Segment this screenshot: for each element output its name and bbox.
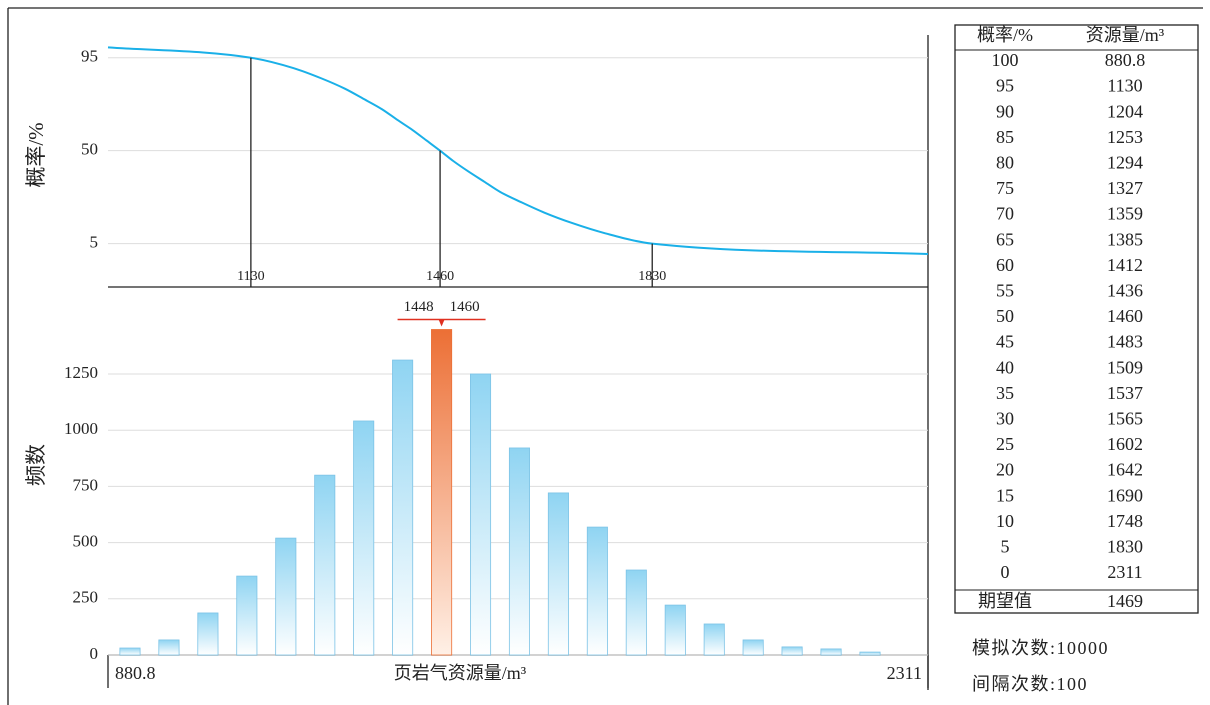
- curve: [107, 46, 929, 255]
- y-tick-label: 750: [73, 475, 99, 494]
- y-tick-label: 5: [90, 233, 99, 252]
- table-cell: 85: [996, 127, 1014, 147]
- table-cell: 60: [996, 255, 1014, 275]
- table-cell: 1204: [1107, 101, 1143, 121]
- table-cell: 15: [996, 485, 1014, 505]
- y-axis-title: 概率/%: [24, 122, 48, 187]
- bar: [625, 569, 647, 656]
- table-cell: 1412: [1107, 255, 1143, 275]
- table-footer: 期望值: [978, 591, 1032, 611]
- bar: [158, 639, 180, 656]
- table-cell: 50: [996, 306, 1014, 326]
- x-tick-label: 880.8: [115, 663, 156, 683]
- table-cell: 1602: [1107, 434, 1143, 454]
- table-cell: 40: [996, 357, 1014, 377]
- table-cell: 5: [1001, 537, 1010, 557]
- bar: [586, 526, 608, 656]
- bar: [314, 474, 336, 656]
- x-tick-label: 2311: [887, 663, 922, 683]
- annotation-pointer: [438, 319, 445, 327]
- table-cell: 100: [992, 50, 1019, 70]
- table-cell: 1327: [1107, 178, 1143, 198]
- bar: [781, 646, 803, 656]
- table-border: [954, 24, 1199, 614]
- table-cell: 880.8: [1105, 50, 1146, 70]
- bar: [197, 612, 219, 656]
- table-cell: 35: [996, 383, 1014, 403]
- bar: [119, 647, 141, 656]
- bar: [470, 373, 492, 656]
- bar: [664, 604, 686, 656]
- table-cell: 1830: [1107, 537, 1143, 557]
- note: 间隔次数:100: [972, 674, 1088, 694]
- bar: [508, 447, 530, 656]
- table-cell: 1642: [1107, 460, 1143, 480]
- table-cell: 1436: [1107, 281, 1143, 301]
- table-cell: 80: [996, 153, 1014, 173]
- table-cell: 2311: [1107, 562, 1142, 582]
- y-tick-label: 50: [81, 140, 98, 159]
- y-tick-label: 250: [73, 588, 99, 607]
- table-header: 概率/%: [977, 25, 1033, 45]
- table-cell: 10: [996, 511, 1014, 531]
- bar: [703, 623, 725, 656]
- table-cell: 1483: [1107, 332, 1143, 352]
- x-tick-label: 1460: [426, 269, 454, 284]
- table-cell: 55: [996, 281, 1014, 301]
- bar: [859, 651, 881, 656]
- bar: [820, 648, 842, 656]
- table-cell: 75: [996, 178, 1014, 198]
- table-cell: 1385: [1107, 229, 1143, 249]
- table-cell: 1565: [1107, 409, 1143, 429]
- y-tick-label: 500: [73, 532, 99, 551]
- table-cell: 95: [996, 76, 1014, 96]
- table-cell: 90: [996, 101, 1014, 121]
- table-cell: 1460: [1107, 306, 1143, 326]
- table-cell: 25: [996, 434, 1014, 454]
- annotation-label: 1460: [450, 299, 480, 315]
- table-cell: 45: [996, 332, 1014, 352]
- x-tick-label: 1830: [638, 269, 666, 284]
- table-cell: 1294: [1107, 153, 1143, 173]
- bar: [742, 639, 764, 656]
- table-cell: 1253: [1107, 127, 1143, 147]
- table-cell: 20: [996, 460, 1014, 480]
- table-cell: 1748: [1107, 511, 1143, 531]
- table-cell: 1537: [1107, 383, 1143, 403]
- y-tick-label: 95: [81, 47, 98, 66]
- table-cell: 1509: [1107, 357, 1143, 377]
- table-cell: 70: [996, 204, 1014, 224]
- y-axis-title: 频数: [24, 444, 48, 486]
- bar: [236, 575, 258, 656]
- bar: [392, 359, 414, 656]
- x-axis-title: 页岩气资源量/m³: [394, 663, 527, 683]
- bar: [547, 492, 569, 656]
- bar: [275, 537, 297, 656]
- y-tick-label: 1000: [64, 419, 98, 438]
- bar: [353, 420, 375, 656]
- table-cell: 0: [1001, 562, 1010, 582]
- table-footer: 1469: [1107, 591, 1143, 611]
- bar: [431, 329, 453, 656]
- table-cell: 30: [996, 409, 1014, 429]
- y-tick-label: 1250: [64, 363, 98, 382]
- table-cell: 1690: [1107, 485, 1143, 505]
- table-cell: 65: [996, 229, 1014, 249]
- value-label: 1448: [404, 299, 434, 315]
- table-cell: 1130: [1107, 76, 1142, 96]
- note: 模拟次数:10000: [972, 638, 1109, 658]
- table-cell: 1359: [1107, 204, 1143, 224]
- x-tick-label: 1130: [237, 269, 264, 284]
- y-tick-label: 0: [90, 644, 99, 663]
- table-header: 资源量/m³: [1086, 25, 1165, 45]
